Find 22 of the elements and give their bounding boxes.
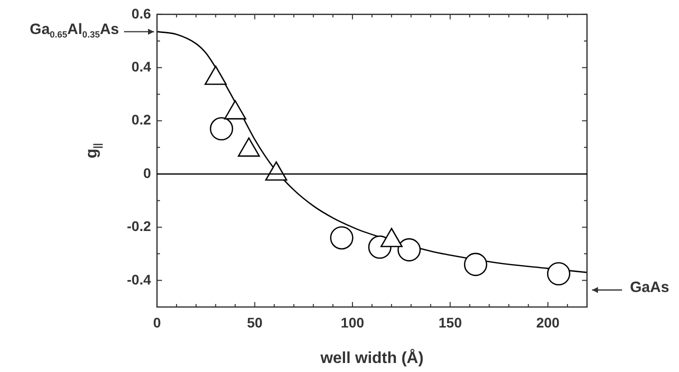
point xyxy=(224,100,246,120)
point xyxy=(547,262,570,286)
point xyxy=(238,137,260,157)
x-tick-label: 0 xyxy=(153,314,162,330)
point xyxy=(265,161,288,181)
y-tick-label: -0.4 xyxy=(126,271,152,288)
y-tick-label: -0.2 xyxy=(126,218,152,234)
y-tick-label: 0.2 xyxy=(132,112,152,128)
point xyxy=(397,238,421,262)
y-axis-title: g|| xyxy=(83,142,104,158)
text: GaAs xyxy=(630,279,670,296)
y-tick-label: 0.6 xyxy=(132,5,152,22)
point xyxy=(464,252,488,276)
x-axis-title: well width (Å) xyxy=(319,348,424,367)
y-tick-label: 0.4 xyxy=(132,58,152,74)
x-tick-label: 200 xyxy=(536,314,560,330)
point xyxy=(330,226,354,250)
x-tick-label: 150 xyxy=(438,314,462,330)
x-tick-label: 100 xyxy=(340,314,364,330)
y-tick-label: 0 xyxy=(143,164,152,181)
x-tick-label: 50 xyxy=(246,314,263,330)
point xyxy=(204,66,227,85)
